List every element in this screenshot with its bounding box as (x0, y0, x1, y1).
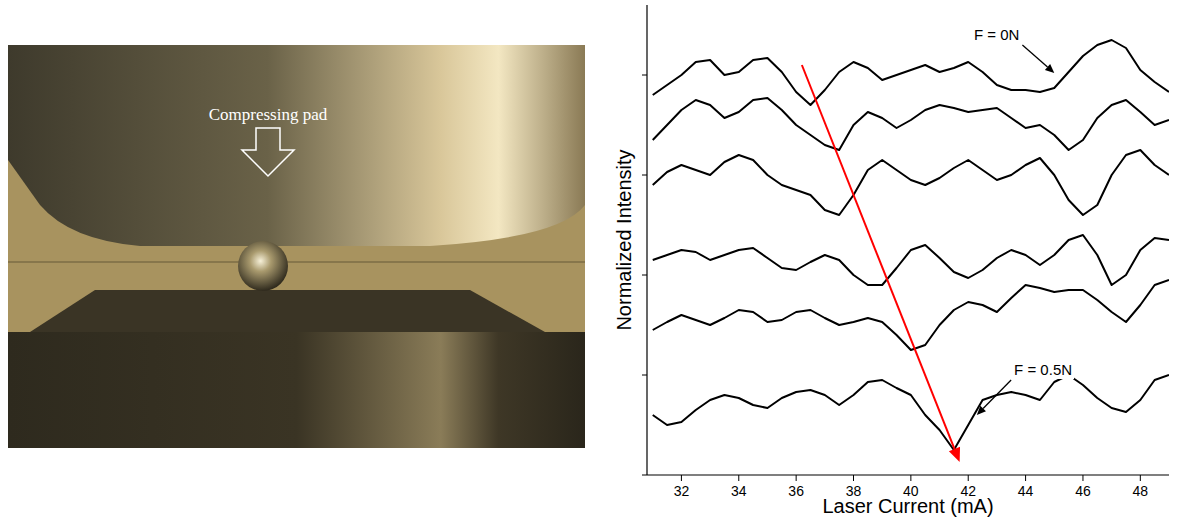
annotation: F = 0.5N (1014, 361, 1072, 378)
trend-arrow (802, 65, 955, 449)
x-tick (738, 475, 739, 481)
annotation: F = 0N (974, 26, 1019, 43)
figure: Compressing pad323436384042444648Laser C… (0, 0, 1185, 519)
y-tick (642, 275, 647, 276)
trace (653, 235, 1169, 285)
y-axis-title: Normalized Intensity (613, 149, 635, 330)
x-tick-label: 32 (674, 483, 690, 499)
trace (653, 98, 1169, 150)
trend-arrow-head (949, 447, 960, 462)
photo-background (8, 45, 585, 448)
y-tick (642, 175, 647, 176)
photo: Compressing pad (8, 45, 585, 448)
annotation-arrow (1022, 45, 1047, 67)
x-axis-title: Laser Current (mA) (822, 495, 993, 517)
x-tick (853, 475, 854, 481)
x-tick (1082, 475, 1083, 481)
annotation-arrow-head (977, 406, 986, 415)
x-tick-label: 36 (788, 483, 804, 499)
x-tick (1140, 475, 1141, 481)
label-patch (972, 25, 1021, 44)
x-tick (968, 475, 969, 481)
x-axis (647, 474, 1169, 475)
trace (653, 375, 1169, 450)
x-tick-label: 46 (1075, 483, 1091, 499)
annotation-arrow-head (1045, 64, 1054, 73)
annotation-arrow (983, 380, 1011, 409)
y-tick (642, 75, 647, 76)
sphere (238, 241, 288, 291)
y-tick (642, 475, 647, 476)
fiber (8, 261, 585, 263)
x-tick (796, 475, 797, 481)
annotations: F = 0N F = 0.5N (972, 25, 1074, 415)
trace (653, 150, 1169, 215)
photo-label: Compressing pad (209, 105, 328, 124)
label-patch (1012, 360, 1074, 379)
pad-arrow (242, 128, 294, 176)
plot-area (653, 40, 1169, 462)
lower-cylinder (8, 332, 585, 448)
lower-plate (30, 290, 545, 332)
chart: 323436384042444648Laser Current (mA)Norm… (613, 5, 1169, 517)
x-tick-label: 44 (1018, 483, 1034, 499)
trace (653, 40, 1169, 105)
x-tick (910, 475, 911, 481)
x-tick-label: 48 (1133, 483, 1149, 499)
x-tick (1025, 475, 1026, 481)
canvas: Compressing pad323436384042444648Laser C… (0, 0, 1185, 519)
x-tick-label: 34 (731, 483, 747, 499)
y-tick (642, 375, 647, 376)
upper-pad (8, 45, 585, 246)
x-tick (681, 475, 682, 481)
